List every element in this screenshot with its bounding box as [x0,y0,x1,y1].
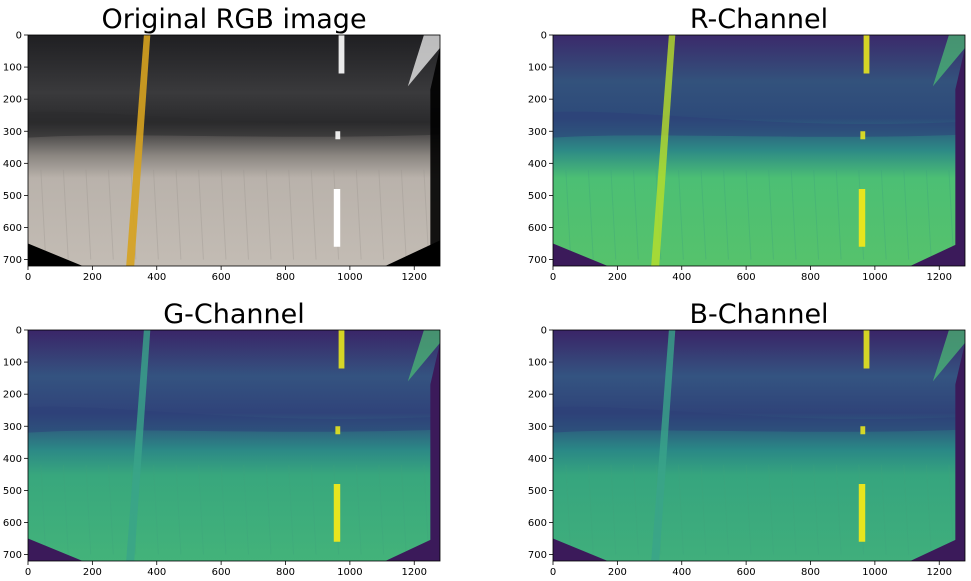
x-tick-label: 800 [276,272,295,283]
x-tick-label: 200 [83,272,102,283]
y-tick-label: 300 [3,127,22,138]
y-tick-label: 200 [3,95,22,106]
y-tick-label: 100 [528,63,547,74]
x-tick-label: 800 [276,567,295,578]
x-tick-label: 600 [212,567,231,578]
y-tick-label: 100 [3,358,22,369]
panel-title: Original RGB image [101,4,366,35]
panel-title: G-Channel [163,299,305,330]
x-tick-label: 1200 [927,567,952,578]
x-tick-label: 0 [25,567,31,578]
x-tick-label: 1200 [402,567,427,578]
y-tick-label: 0 [16,31,22,42]
y-tick-label: 0 [541,31,547,42]
x-tick-label: 1200 [927,272,952,283]
y-tick-label: 600 [528,518,547,529]
x-tick-label: 1200 [402,272,427,283]
panel-title: R-Channel [690,4,828,35]
x-tick-label: 200 [83,567,102,578]
y-tick-label: 700 [528,255,547,266]
x-tick-label: 800 [801,567,820,578]
x-tick-label: 1000 [862,567,887,578]
x-tick-label: 600 [737,272,756,283]
x-tick-label: 600 [737,567,756,578]
y-tick-label: 300 [528,127,547,138]
x-tick-label: 400 [147,272,166,283]
y-tick-label: 200 [528,390,547,401]
g-channel-viridis [28,330,440,561]
y-tick-label: 400 [528,159,547,170]
x-tick-label: 400 [672,567,691,578]
y-tick-label: 400 [528,454,547,465]
x-tick-label: 1000 [337,272,362,283]
y-tick-label: 600 [528,223,547,234]
r-channel-viridis [553,35,965,267]
x-tick-label: 0 [25,272,31,283]
y-tick-label: 0 [541,326,547,337]
panel-r: R-Channel 0 200 400 600 800 1000 1200 0 100 200 300… [528,4,966,283]
x-tick-label: 200 [608,567,627,578]
x-tick-label: 800 [801,272,820,283]
panel-g: G-Channel 0 200 400 600 800 1000 1200 0 100 200 300… [3,299,441,578]
y-tick-label: 0 [16,326,22,337]
x-tick-label: 200 [608,272,627,283]
y-tick-label: 500 [3,191,22,202]
y-tick-label: 500 [3,486,22,497]
x-tick-label: 600 [212,272,231,283]
x-tick-label: 1000 [862,272,887,283]
y-tick-label: 700 [3,255,22,266]
y-tick-label: 600 [3,518,22,529]
y-tick-label: 300 [528,422,547,433]
y-tick-label: 300 [3,422,22,433]
y-tick-label: 500 [528,486,547,497]
panel-rgb: Original RGB image 0 200 400 600 800 1000 1200 0… [3,4,441,283]
panel-b: B-Channel 0 200 400 600 800 1000 1200 0 100 200 300… [528,299,966,578]
x-tick-label: 400 [147,567,166,578]
b-channel-viridis [553,330,965,561]
rgb-road-photo [28,35,440,267]
y-tick-label: 200 [3,390,22,401]
y-tick-label: 500 [528,191,547,202]
panel-title: B-Channel [689,299,828,330]
y-tick-label: 100 [3,63,22,74]
x-tick-label: 0 [550,567,556,578]
y-tick-label: 200 [528,95,547,106]
y-tick-label: 100 [528,358,547,369]
y-tick-label: 700 [528,550,547,561]
y-tick-label: 600 [3,223,22,234]
y-tick-label: 400 [3,454,22,465]
x-tick-label: 1000 [337,567,362,578]
x-tick-label: 0 [550,272,556,283]
y-tick-label: 400 [3,159,22,170]
x-tick-label: 400 [672,272,691,283]
y-tick-label: 700 [3,550,22,561]
